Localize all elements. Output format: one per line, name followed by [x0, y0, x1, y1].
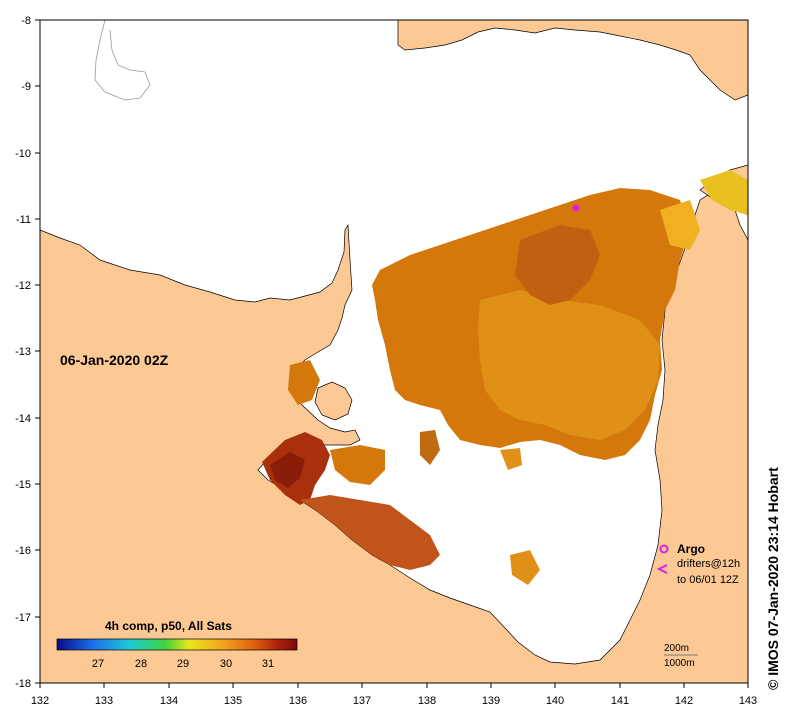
colorbar-tick: 27 — [92, 658, 104, 670]
lon-tick: 142 — [675, 695, 693, 707]
lat-tick: -16 — [15, 545, 31, 557]
sst-field — [262, 170, 748, 585]
lon-tick: 137 — [353, 695, 371, 707]
lat-tick: -18 — [15, 678, 31, 690]
argo-legend-label: Argo — [677, 542, 705, 556]
drifter-legend-marker — [656, 564, 668, 574]
island-groote — [314, 381, 353, 421]
colorbar-tick: 31 — [262, 658, 274, 670]
date-label: 06-Jan-2020 02Z — [60, 352, 169, 368]
lon-tick: 138 — [418, 695, 436, 707]
lon-tick: 133 — [95, 695, 113, 707]
copyright-label: © IMOS 07-Jan-2020 23:14 Hobart — [765, 467, 781, 690]
lon-tick: 141 — [611, 695, 629, 707]
scale-200m-label: 200m — [664, 643, 689, 654]
drifters-legend-sub: to 06/01 12Z — [677, 574, 739, 586]
lat-tick: -14 — [15, 413, 31, 425]
lat-tick: -17 — [15, 612, 31, 624]
colorbar-tick: 30 — [220, 658, 232, 670]
lon-tick: 134 — [160, 695, 178, 707]
land-new-guinea — [397, 20, 748, 101]
lon-tick: 140 — [546, 695, 564, 707]
argo-float-marker — [572, 204, 580, 212]
colorbar-tick: 29 — [177, 658, 189, 670]
lon-tick: 136 — [289, 695, 307, 707]
land-outline-north — [94, 20, 151, 101]
drifters-legend-label: drifters@12h — [677, 558, 740, 570]
lon-tick: 135 — [224, 695, 242, 707]
lat-tick: -9 — [21, 81, 31, 93]
colorbar: 4h comp, p50, All Sats 27 28 29 30 31 — [56, 619, 298, 670]
lat-tick: -8 — [21, 15, 31, 27]
lat-tick: -12 — [15, 280, 31, 292]
lat-tick: -10 — [15, 148, 31, 160]
longitude-axis: 132 133 134 135 136 137 138 139 140 141 … — [31, 683, 757, 707]
lat-tick: -11 — [16, 214, 31, 226]
latitude-axis: -8 -9 -10 -11 -12 -13 -14 -15 -16 -17 -1… — [15, 15, 40, 690]
lon-tick: 139 — [482, 695, 500, 707]
argo-legend-marker — [659, 544, 669, 554]
colorbar-tick: 28 — [135, 658, 147, 670]
colorbar-title: 4h comp, p50, All Sats — [105, 619, 232, 633]
lon-tick: 132 — [31, 695, 49, 707]
legend: Argo drifters@12h to 06/01 12Z 200m 1000… — [656, 542, 740, 669]
scale-1000m-label: 1000m — [664, 658, 695, 669]
colorbar-gradient — [56, 638, 298, 651]
lon-tick: 143 — [739, 695, 757, 707]
lat-tick: -15 — [15, 479, 31, 491]
lat-tick: -13 — [15, 346, 31, 358]
